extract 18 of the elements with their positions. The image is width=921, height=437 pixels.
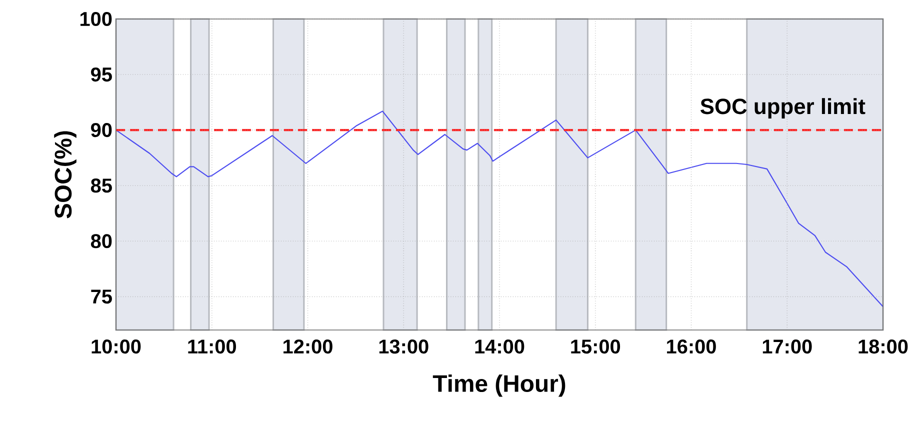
y-tick-label: 85 — [90, 178, 112, 193]
y-axis-title: SOC(%) — [54, 131, 76, 218]
x-axis-title: Time (Hour) — [432, 374, 566, 397]
y-tick-label: 100 — [80, 12, 112, 26]
ref-line-label: SOC upper limit — [700, 98, 866, 119]
x-tick-label: 13:00 — [379, 340, 428, 354]
y-tick-label: 95 — [91, 67, 112, 82]
x-tick-label: 18:00 — [858, 340, 908, 354]
x-tick-label: 17:00 — [762, 340, 812, 354]
x-tick-label: 12:00 — [284, 340, 332, 354]
x-tick-label: 16:00 — [667, 340, 716, 354]
y-tick-label: 90 — [91, 123, 112, 138]
x-tick-label: 10:00 — [92, 340, 141, 354]
y-tick-label: 80 — [90, 234, 112, 248]
x-tick-label: 11:00 — [188, 340, 236, 354]
x-tick-label: 14:00 — [475, 340, 524, 354]
y-tick-label: 75 — [91, 290, 112, 304]
x-tick-label: 15:00 — [571, 340, 620, 354]
